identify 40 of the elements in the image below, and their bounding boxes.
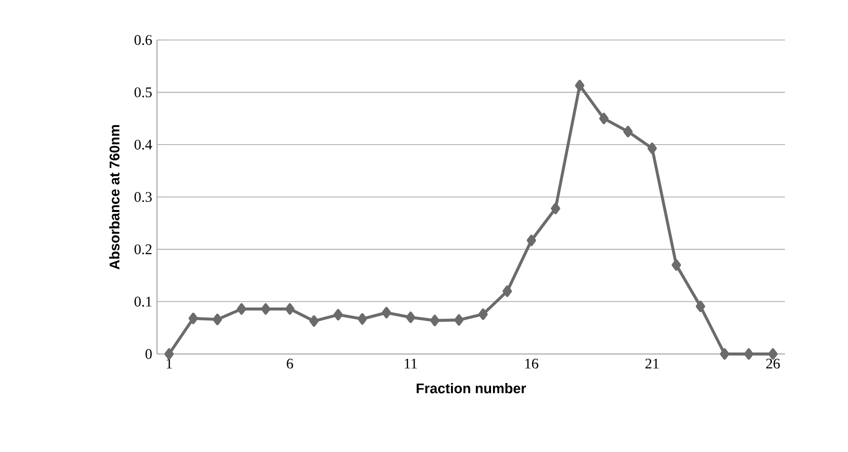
point [382, 306, 392, 318]
point [526, 234, 536, 246]
point [164, 348, 174, 360]
x-axis-title: Fraction number [416, 383, 526, 394]
x-tick-label: 21 [645, 358, 659, 368]
point [744, 348, 754, 360]
x-tick-label: 16 [525, 358, 538, 369]
point [720, 348, 730, 360]
x-tick-label: 26 [766, 358, 780, 369]
point [502, 285, 512, 297]
point [478, 308, 488, 320]
x-tick-label: 6 [286, 358, 294, 369]
x-tick-label: 1 [166, 358, 172, 368]
point [285, 303, 295, 315]
x-tick-label: 11 [404, 358, 417, 368]
point [358, 313, 367, 325]
point [550, 202, 560, 214]
point [309, 315, 319, 327]
point [406, 312, 416, 324]
point [623, 126, 633, 138]
y-tick-label: 0.6 [134, 35, 152, 45]
y-tick-label: 0.1 [134, 296, 152, 307]
point [188, 312, 198, 324]
y-tick-label: 0.4 [134, 140, 152, 150]
point [430, 314, 440, 326]
point [212, 314, 222, 326]
point [575, 80, 584, 92]
y-tick-label: 0.3 [134, 192, 152, 202]
point [333, 309, 343, 320]
point [599, 112, 609, 124]
point [647, 142, 657, 154]
y-tick-label: 0.2 [134, 244, 152, 254]
point [261, 303, 270, 315]
point [696, 300, 706, 312]
point [236, 303, 246, 315]
y-tick-label: 0.5 [134, 87, 152, 98]
y-axis-title: Absorbance at 760nm [109, 125, 120, 270]
point [672, 259, 681, 271]
y-tick-label: 0 [146, 349, 152, 359]
point [454, 314, 464, 326]
